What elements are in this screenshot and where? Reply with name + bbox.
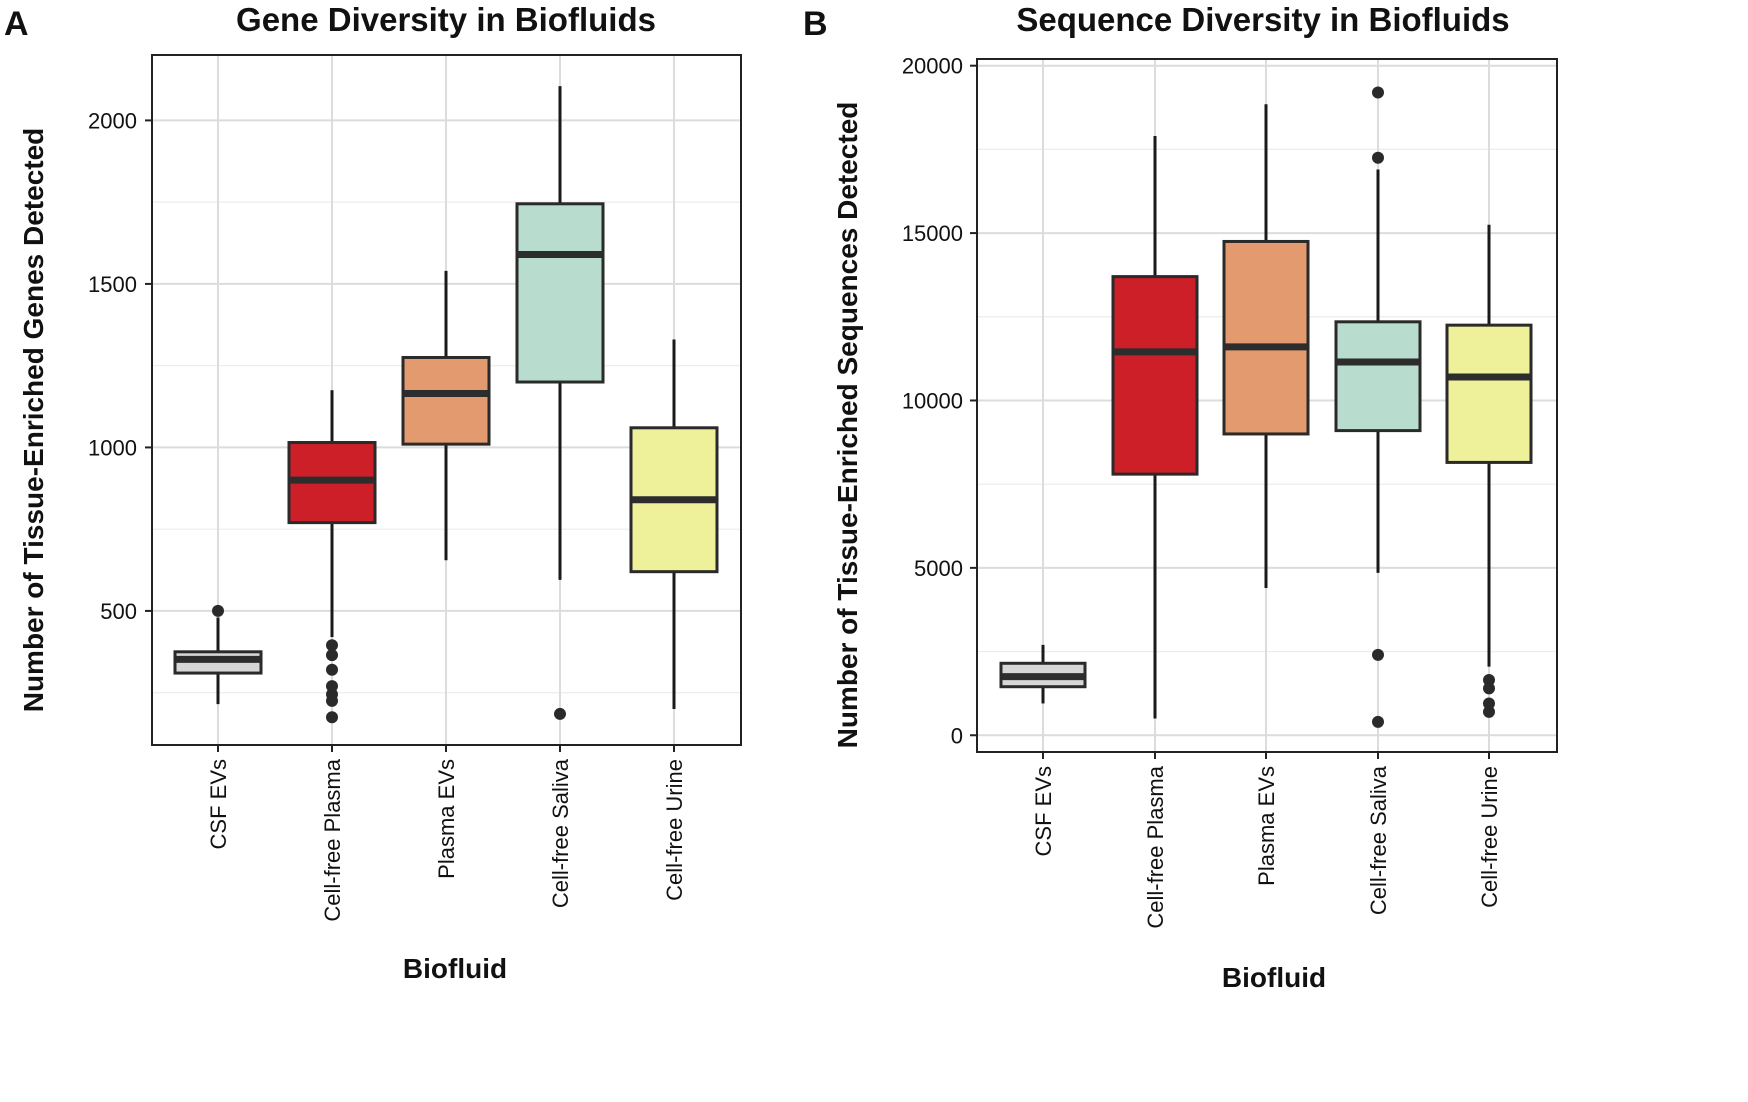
y-tick-label: 15000 — [902, 221, 963, 246]
outlier-point — [1483, 682, 1495, 695]
box-cell-free-saliva — [1334, 86, 1422, 728]
chart-title: Sequence Diversity in Biofluids — [1016, 1, 1509, 38]
y-tick-label: 2000 — [88, 108, 137, 133]
outlier-point — [1483, 697, 1495, 710]
iqr-box — [515, 202, 605, 384]
y-axis-title: Number of Tissue-Enriched Genes Detected — [18, 128, 49, 713]
x-axis-title: Biofluid — [1222, 962, 1326, 993]
outlier-point — [554, 707, 566, 720]
iqr-box — [1222, 239, 1310, 436]
panel-letter: A — [4, 5, 29, 43]
y-tick-label: 500 — [100, 599, 137, 624]
outlier-point — [326, 711, 338, 724]
iqr-box — [401, 355, 491, 446]
box-cell-free-urine — [1445, 224, 1533, 718]
x-category-label: Cell-free Plasma — [320, 758, 345, 921]
outlier-point — [1372, 86, 1384, 99]
panel-a: A Gene Diversity in Biofluids 500 1000 1500 2… — [4, 1, 742, 984]
x-category-label: Cell-free Plasma — [1143, 765, 1168, 928]
x-category-label: Cell-free Urine — [662, 759, 687, 901]
outlier-point — [1483, 705, 1495, 718]
box-cell-free-urine — [629, 339, 719, 710]
iqr-box — [1334, 320, 1422, 433]
iqr-box — [1445, 323, 1533, 464]
x-category-label: CSF EVs — [1031, 766, 1056, 856]
outlier-point — [1372, 648, 1384, 661]
box-cell-free-saliva — [515, 86, 605, 720]
outlier-point — [1372, 151, 1384, 164]
box-cell-free-plasma — [1111, 136, 1199, 719]
outlier-point — [326, 639, 338, 652]
x-axis-title: Biofluid — [403, 953, 507, 984]
y-tick-label: 10000 — [902, 388, 963, 413]
outlier-point — [326, 663, 338, 676]
outlier-point — [326, 649, 338, 662]
box-plasma-evs — [401, 270, 491, 561]
box-cell-free-plasma — [287, 390, 377, 724]
y-axis-title: Number of Tissue-Enriched Sequences Dete… — [832, 102, 863, 749]
y-tick-label: 5000 — [914, 556, 963, 581]
y-tick-label: 20000 — [902, 54, 963, 79]
y-tick-label: 1500 — [88, 272, 137, 297]
box-csf-evs — [999, 644, 1087, 704]
panel-b: B Sequence Diversity in Biofluids 0 5000 100… — [803, 1, 1558, 993]
outlier-point — [1483, 674, 1495, 687]
chart-title: Gene Diversity in Biofluids — [236, 1, 656, 38]
x-category-label: Plasma EVs — [434, 759, 459, 879]
panel-letter: B — [803, 5, 828, 43]
outlier-point — [326, 680, 338, 693]
box-plasma-evs — [1222, 104, 1310, 588]
x-category-label: Cell-free Urine — [1477, 766, 1502, 908]
x-category-label: CSF EVs — [206, 759, 231, 849]
box-csf-evs — [173, 604, 263, 705]
x-category-label: Cell-free Saliva — [1366, 765, 1391, 915]
outlier-point — [212, 604, 224, 617]
outlier-point — [1372, 715, 1384, 728]
x-category-label: Plasma EVs — [1254, 766, 1279, 886]
x-category-label: Cell-free Saliva — [548, 758, 573, 908]
y-tick-label: 1000 — [88, 435, 137, 460]
iqr-box — [1111, 275, 1199, 476]
y-tick-label: 0 — [951, 723, 963, 748]
